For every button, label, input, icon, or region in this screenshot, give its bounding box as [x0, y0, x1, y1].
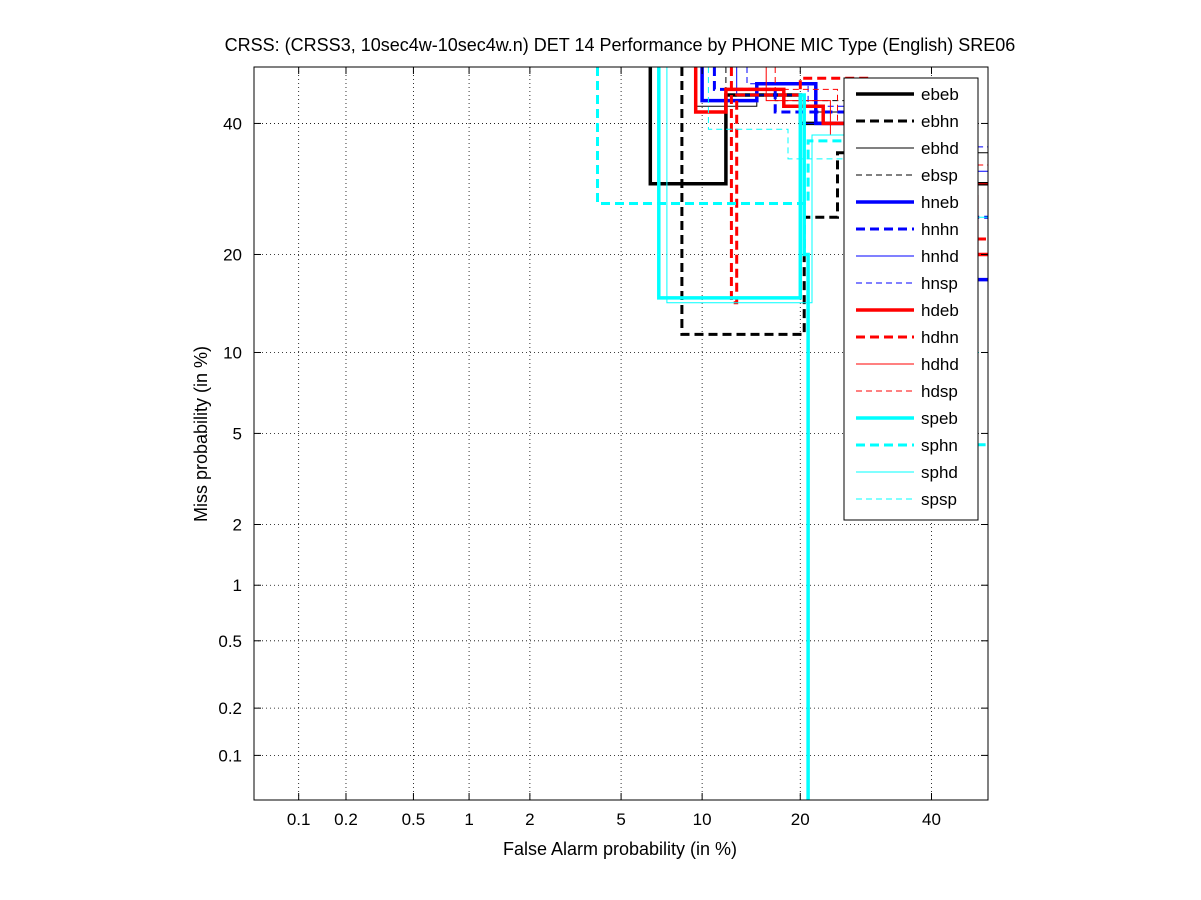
y-tick-label: 2: [233, 515, 242, 534]
x-tick-label: 0.5: [402, 810, 426, 829]
legend-label-hdhn: hdhn: [921, 328, 959, 347]
x-axis-label: False Alarm probability (in %): [503, 839, 737, 859]
legend-label-sphd: sphd: [921, 463, 958, 482]
legend-label-sphn: sphn: [921, 436, 958, 455]
x-tick-label: 0.2: [334, 810, 358, 829]
legend-box: [843, 77, 979, 521]
y-tick-label: 20: [223, 245, 242, 264]
y-tick-label: 0.5: [218, 632, 242, 651]
y-tick-label: 5: [233, 424, 242, 443]
chart-title: CRSS: (CRSS3, 10sec4w-10sec4w.n) DET 14 …: [225, 35, 1016, 55]
legend-label-ebsp: ebsp: [921, 166, 958, 185]
legend-label-hnhd: hnhd: [921, 247, 959, 266]
x-tick-label: 10: [693, 810, 712, 829]
x-tick-label: 5: [616, 810, 625, 829]
y-tick-label: 1: [233, 576, 242, 595]
legend-label-ebeb: ebeb: [921, 85, 959, 104]
y-axis-label: Miss probability (in %): [191, 346, 211, 522]
legend-label-hnsp: hnsp: [921, 274, 958, 293]
legend-label-hdeb: hdeb: [921, 301, 959, 320]
series-line-speb: [657, 67, 810, 800]
legend-label-hdhd: hdhd: [921, 355, 959, 374]
legend-label-spsp: spsp: [921, 490, 957, 509]
legend-label-speb: speb: [921, 409, 958, 428]
legend-label-hdsp: hdsp: [921, 382, 958, 401]
legend-label-hneb: hneb: [921, 193, 959, 212]
y-tick-label: 40: [223, 114, 242, 133]
x-tick-label: 2: [525, 810, 534, 829]
legend-label-ebhd: ebhd: [921, 139, 959, 158]
y-tick-label: 0.1: [218, 746, 242, 765]
x-tick-label: 0.1: [287, 810, 311, 829]
legend: ebeb ebhn ebhd ebsp hneb hnhn hnhd hnsp hdeb hdhn…: [843, 77, 979, 521]
legend-label-hnhn: hnhn: [921, 220, 959, 239]
x-tick-label: 20: [791, 810, 810, 829]
y-tick-label: 10: [223, 343, 242, 362]
axis-ticks: 0.1 0.2 0.5 1 2 5 10 20 40 0.1 0.2 0.5 1 2 5 10 20 40: [218, 67, 988, 829]
x-tick-label: 1: [464, 810, 473, 829]
y-tick-label: 0.2: [218, 699, 242, 718]
legend-label-ebhn: ebhn: [921, 112, 959, 131]
x-tick-label: 40: [922, 810, 941, 829]
